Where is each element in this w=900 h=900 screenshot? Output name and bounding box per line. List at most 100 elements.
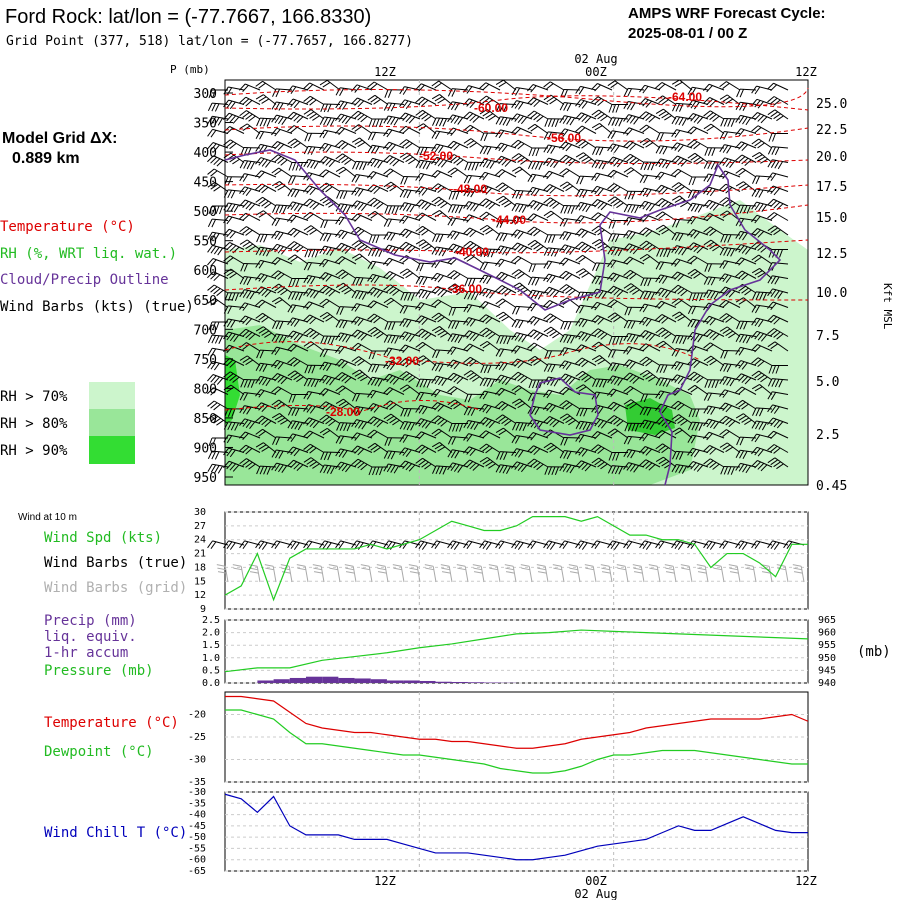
wind-barb (559, 347, 581, 356)
value-tick-label: 945 (818, 665, 836, 676)
wind-barb (367, 363, 389, 373)
wind-barb (703, 123, 725, 134)
wind-barb (639, 187, 661, 198)
wind-barb (623, 140, 645, 151)
wind-barb-grid (360, 564, 373, 583)
wind-barb (687, 434, 709, 444)
value-tick-label: 15 (194, 576, 206, 587)
contour-44 (224, 204, 809, 224)
wind-barb (527, 173, 549, 183)
kft-tick-label: 25.0 (816, 97, 847, 112)
wind-barb (639, 253, 661, 265)
wind-barb (767, 444, 789, 454)
wind-barb (639, 446, 661, 456)
wind-barb (304, 132, 325, 142)
wind-barb (687, 126, 709, 135)
wind-barb (479, 456, 501, 469)
wind-barb (255, 402, 277, 413)
wind-barb (336, 422, 357, 432)
wind-barb (287, 317, 309, 327)
wind-barb (463, 98, 485, 108)
value-tick-label: 0.0 (202, 678, 220, 689)
wind-barb (351, 200, 373, 212)
wind-barb (719, 157, 741, 168)
wind-barb (415, 404, 437, 415)
wind-barb (367, 197, 389, 210)
wind-barb (335, 448, 357, 458)
wind-barb (271, 449, 293, 459)
wind-barb (255, 428, 277, 439)
wind-barb (431, 183, 453, 194)
wind-barb (367, 273, 389, 284)
wind-barb (463, 227, 485, 238)
wind-barb-10m (719, 540, 741, 550)
wind-barb-grid (440, 564, 453, 583)
wind-barb (719, 326, 741, 339)
wind-barb (287, 98, 309, 109)
wind-barb (399, 268, 421, 279)
wind-barb (223, 344, 245, 354)
wind-barb (479, 314, 501, 325)
wind-barb (511, 461, 533, 473)
wind-barb (688, 408, 708, 418)
wind-barb (511, 345, 533, 354)
value-tick-label: 30 (194, 507, 206, 518)
wind-barb (367, 300, 389, 309)
wind-barb (351, 253, 373, 265)
wind-barb (383, 168, 405, 178)
wind-barb (671, 182, 693, 192)
wind-barb (479, 443, 501, 454)
contour-28 (224, 400, 481, 413)
dewpoint-line (225, 709, 808, 774)
precip-label-3: 1-hr accum (44, 645, 128, 661)
wind-barb (591, 457, 613, 470)
wind-barb (320, 219, 341, 229)
wind-barb-10m (223, 540, 245, 550)
wind-barb (208, 321, 228, 331)
wind-barb (367, 287, 389, 298)
value-tick-label: -30 (188, 755, 206, 766)
wind-barb-grid (728, 564, 741, 583)
wind-barb (384, 205, 405, 215)
wind-barb (287, 420, 309, 431)
wind-barb (623, 216, 645, 226)
wind-barb (575, 460, 597, 472)
wind-barb (448, 191, 468, 200)
wind-barb (736, 320, 757, 330)
wind-barb (319, 182, 341, 193)
wind-barb (415, 418, 437, 429)
wind-barb (271, 346, 293, 356)
wind-barb (639, 459, 661, 471)
wind-barb (703, 342, 725, 352)
pressure-tick-label: 850 (194, 412, 217, 427)
lower-panel-grids (225, 511, 808, 872)
wind-barb (319, 142, 341, 153)
wind-barb (511, 332, 533, 343)
pressure-tick-label: 800 (194, 382, 217, 397)
wind-barb (431, 143, 453, 154)
wind-barb (239, 431, 261, 440)
wind-barb (527, 239, 549, 252)
wind-barb (207, 128, 229, 138)
wind-barb (607, 169, 629, 179)
wind-barb (239, 355, 261, 366)
wind-barb (415, 199, 437, 211)
wind-barb (335, 332, 357, 343)
wind-barb (271, 462, 293, 473)
wind-barb (751, 112, 773, 124)
wind-barb (479, 287, 501, 299)
kft-tick-label: 0.45 (816, 479, 847, 494)
wind-barb (351, 316, 373, 326)
wind-barb-grid (488, 564, 501, 583)
wind-barb (623, 283, 645, 295)
wind-barb (543, 197, 565, 209)
wind-barb (351, 187, 373, 197)
kft-tick-label: 5.0 (816, 375, 839, 390)
wind-barb (511, 398, 533, 410)
wind-barb (351, 137, 373, 149)
wind-barb (575, 357, 597, 368)
wind-barb (687, 268, 709, 279)
wind-barb (463, 343, 485, 352)
rh-swatch-70 (89, 382, 135, 409)
pressure-tick-label: 650 (194, 294, 217, 309)
